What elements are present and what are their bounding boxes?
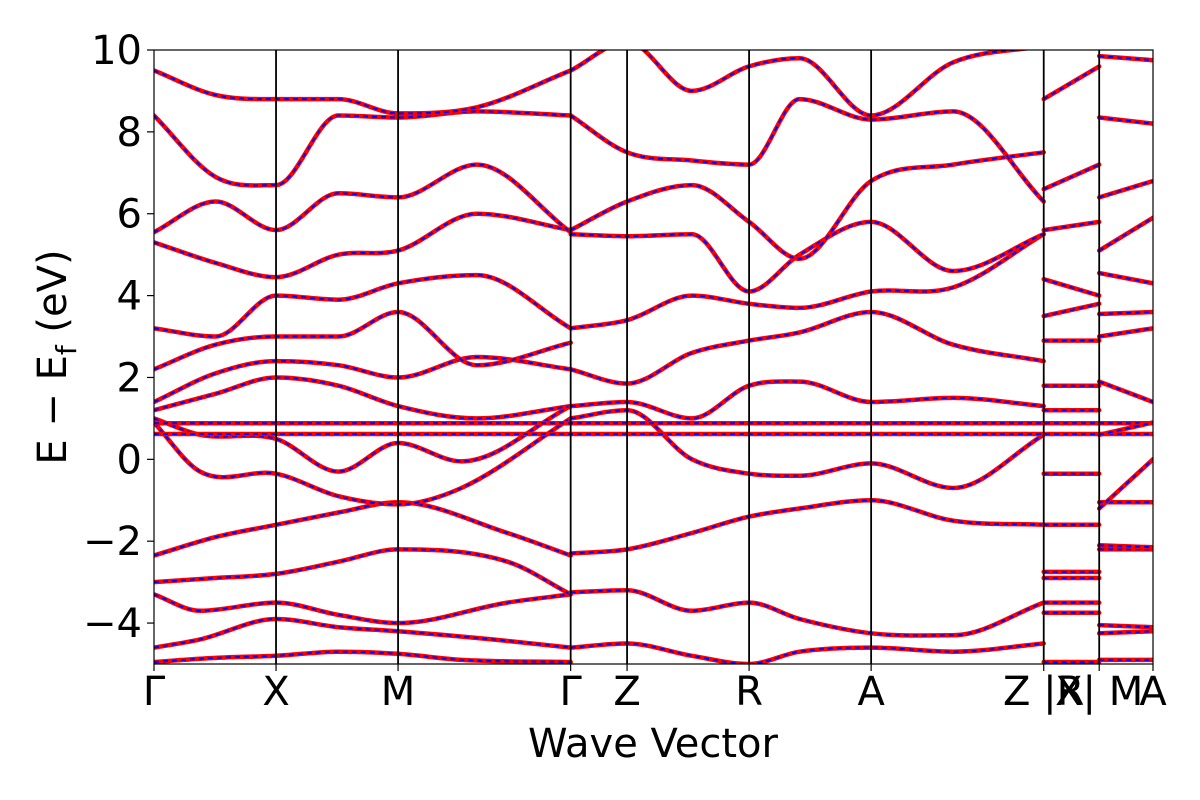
band-line-dashed-12 xyxy=(154,163,572,234)
band-line-dashed-2 xyxy=(154,593,571,625)
band-line-dashed-40 xyxy=(1043,220,1100,232)
band-line-dashed-54 xyxy=(1099,272,1153,285)
band-line-dashed-10 xyxy=(154,274,572,338)
band-line-dashed-50 xyxy=(1098,421,1153,436)
band-line-dashed-38 xyxy=(1043,302,1100,318)
bands-layer xyxy=(154,50,1153,664)
band-line-dashed-8 xyxy=(154,355,571,403)
x-tick-label: X| M xyxy=(1055,669,1143,715)
y-axis-label-subscript: f xyxy=(50,344,83,355)
band-line-dashed-21 xyxy=(570,233,1045,330)
band-line-dashed-13 xyxy=(154,110,571,187)
x-tick-label: M xyxy=(381,669,416,715)
x-tick-label: Z |R xyxy=(1003,669,1084,715)
y-axis-label: E − Ef (eV) xyxy=(30,249,83,464)
y-tick-label: 6 xyxy=(117,192,142,238)
x-tick-label: Z xyxy=(613,669,640,715)
y-axis-label-unit: (eV) xyxy=(30,249,76,345)
band-line-solid-25 xyxy=(568,50,1032,118)
x-tick-label: Γ xyxy=(143,669,166,715)
band-line-dashed-57 xyxy=(1099,116,1153,125)
y-tick-label: 10 xyxy=(91,28,142,74)
x-tick-label: A xyxy=(857,669,885,715)
band-line-solid-53 xyxy=(1096,309,1153,317)
band-line-dashed-52 xyxy=(1099,327,1153,338)
band-line-dashed-11 xyxy=(154,212,571,279)
band-line-dashed-17 xyxy=(570,499,1044,555)
band-line-dashed-49 xyxy=(1098,458,1153,510)
band-line-dashed-23 xyxy=(570,151,1044,260)
band-line-solid-45 xyxy=(1096,622,1153,630)
y-tick-label: 0 xyxy=(117,437,142,483)
band-line-dashed-16 xyxy=(570,589,1045,637)
band-line-solid-0 xyxy=(154,649,573,664)
band-line-dashed-15 xyxy=(570,642,1044,664)
band-line-dashed-24 xyxy=(570,98,1045,203)
x-tick-label: Γ xyxy=(560,669,583,715)
band-line-solid-44 xyxy=(1096,629,1153,636)
band-line-dashed-20 xyxy=(570,310,1044,385)
band-line-dashed-42 xyxy=(1043,65,1100,100)
y-tick-label: −4 xyxy=(83,601,142,647)
plot-frame xyxy=(153,49,1154,665)
band-line-dashed-18 xyxy=(570,409,1045,490)
y-tick-label: 8 xyxy=(117,110,142,156)
band-line-dashed-56 xyxy=(1098,180,1153,199)
band-line-dashed-3 xyxy=(154,548,572,596)
band-line-dashed-9 xyxy=(154,310,571,371)
band-line-dashed-22 xyxy=(570,220,1045,293)
band-line-dashed-14 xyxy=(154,69,572,115)
plot-background xyxy=(154,50,1153,664)
band-line-dashed-5 xyxy=(154,417,572,506)
x-tick-label: X xyxy=(262,669,289,715)
kpoint-lines xyxy=(275,50,1101,664)
y-tick-label: 4 xyxy=(117,274,142,320)
band-line-dashed-7 xyxy=(154,376,571,420)
x-axis-label: Wave Vector xyxy=(528,721,779,767)
x-tick-label: R xyxy=(735,669,763,715)
band-line-dashed-55 xyxy=(1098,216,1153,252)
band-line-dashed-39 xyxy=(1043,278,1100,297)
y-axis-label-main: E − E xyxy=(30,355,76,465)
band-line-dashed-51 xyxy=(1098,380,1153,403)
y-tick-label: −2 xyxy=(83,519,142,565)
x-tick-label: A xyxy=(1139,669,1167,715)
y-tick-label: 2 xyxy=(117,355,142,401)
y-axis-ticks: −4 −2 0 2 4 6 8 10 xyxy=(83,28,154,647)
band-line-dashed-41 xyxy=(1043,163,1100,191)
band-line-solid-58 xyxy=(1096,53,1153,63)
band-line-dashed-4 xyxy=(154,501,572,557)
band-line-dashed-6 xyxy=(154,405,572,473)
band-line-solid-47 xyxy=(1096,543,1153,550)
band-line-dashed-19 xyxy=(570,380,1044,420)
band-line-dashed-1 xyxy=(154,617,571,649)
